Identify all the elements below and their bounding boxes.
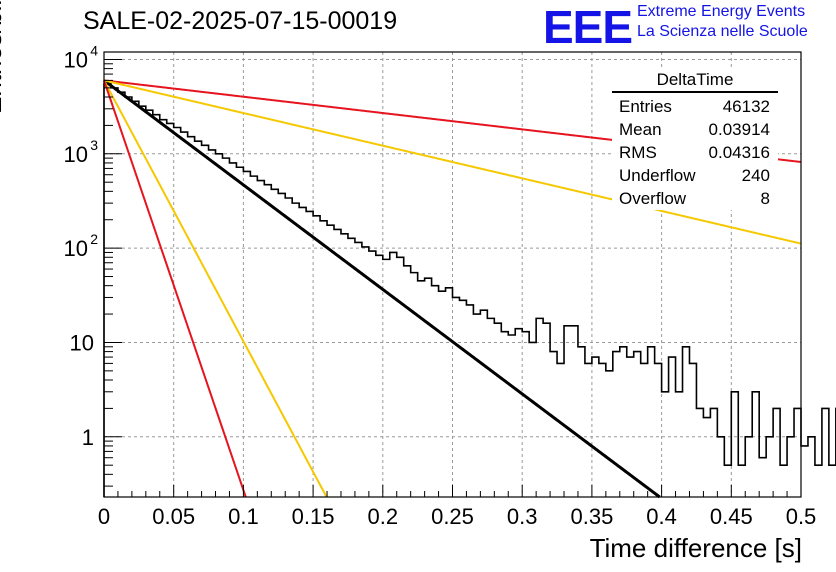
x-tick-label: 0.25 (431, 504, 474, 529)
stats-row: RMS 0.04316 (612, 141, 778, 164)
stats-label: Overflow (619, 189, 687, 208)
x-tick-label: 0.45 (710, 504, 753, 529)
y-tick-exponent: 3 (90, 137, 98, 153)
y-tick-label: 10 (70, 330, 94, 355)
stats-value: 0.03914 (708, 120, 770, 139)
stats-label: Entries (619, 97, 672, 116)
x-tick-label: 0.05 (152, 504, 195, 529)
y-tick-exponent: 2 (90, 231, 98, 247)
x-tick-label: 0.2 (368, 504, 399, 529)
fit-curve (103, 79, 661, 499)
eee-logo: EEE (543, 1, 633, 53)
stats-value: 46132 (722, 97, 770, 116)
stats-label: RMS (619, 143, 657, 162)
stats-row: Underflow 240 (612, 164, 778, 187)
fit-curve (103, 79, 802, 245)
x-tick-label: 0.3 (507, 504, 538, 529)
brand-line-1: Extreme Energy Events (637, 3, 806, 20)
fit-curves (103, 79, 802, 499)
fit-curve (103, 80, 247, 498)
y-tick-label: 10 (64, 142, 88, 167)
stats-value: 8 (760, 189, 770, 208)
brand-line-2: La Scienza nelle Scuole (637, 23, 808, 40)
x-tick-label: 0.35 (570, 504, 613, 529)
y-axis-label: Entries/bin (0, 0, 7, 114)
stats-value: 0.04316 (708, 143, 770, 162)
stats-box: DeltaTime Entries 46132 Mean 0.03914 RMS… (612, 70, 778, 210)
histogram-outline (103, 83, 836, 497)
y-tick-label: 1 (82, 425, 94, 450)
x-axis-label: Time difference [s] (589, 533, 802, 563)
x-tick-label: 0.1 (228, 504, 259, 529)
x-tick-label: 0 (98, 504, 110, 529)
x-tick-label: 0.4 (646, 504, 677, 529)
stats-label: Underflow (619, 166, 696, 185)
stats-title: DeltaTime (612, 70, 778, 93)
histogram (103, 83, 836, 497)
fit-curve (103, 79, 328, 498)
y-tick-label: 10 (64, 47, 88, 72)
y-tick-label: 10 (64, 236, 88, 261)
x-axis: 0 0.05 0.1 0.15 0.2 0.25 0.3 0.35 0.4 0.45 0.5 (98, 485, 816, 529)
run-title: SALE-02-2025-07-15-00019 (83, 7, 398, 35)
x-tick-label: 0.5 (786, 504, 817, 529)
stats-value: 240 (741, 166, 770, 185)
y-tick-exponent: 4 (90, 42, 98, 58)
stats-row: Entries 46132 (612, 95, 778, 118)
stats-row: Overflow 8 (612, 187, 778, 210)
x-tick-label: 0.15 (292, 504, 335, 529)
stats-label: Mean (619, 120, 662, 139)
stats-row: Mean 0.03914 (612, 118, 778, 141)
